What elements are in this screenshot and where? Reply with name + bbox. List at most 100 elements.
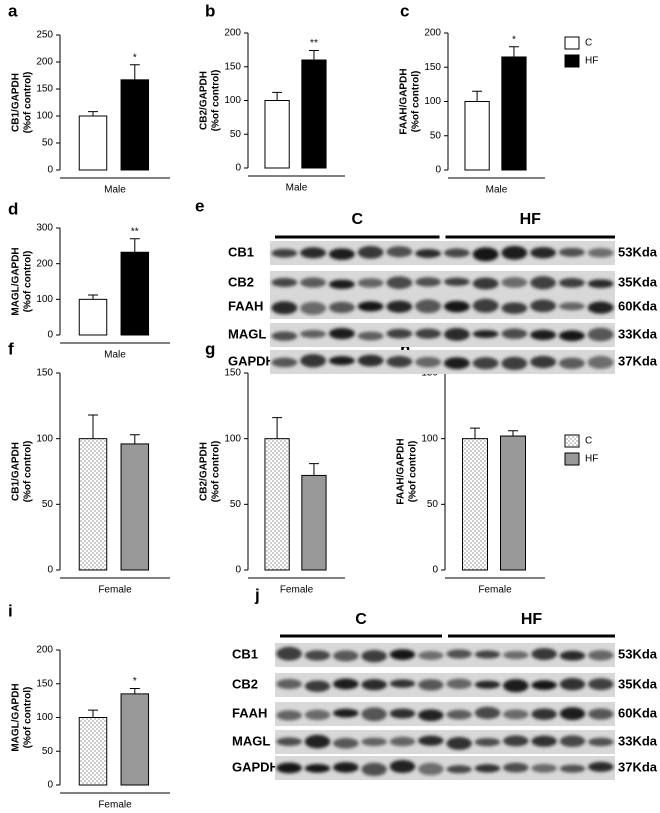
blot-band	[472, 247, 499, 262]
error-bar	[472, 90, 483, 102]
y-axis-label: (%of control)	[23, 72, 34, 134]
blot-strip	[270, 241, 615, 265]
x-tick-label: Female	[98, 585, 132, 596]
blot-band	[588, 650, 614, 661]
blot-band	[530, 329, 557, 341]
y-tick-label: 100	[36, 433, 53, 444]
protein-label: GAPDH	[232, 759, 279, 774]
blot-band	[304, 709, 331, 721]
panel-letter: g	[205, 339, 215, 358]
blot-band	[361, 707, 387, 722]
y-axis-label: FAAH/GAPDH	[399, 68, 410, 134]
blot-band	[443, 328, 470, 341]
y-tick-label: 100	[36, 294, 53, 305]
y-tick-label: 0	[235, 163, 241, 174]
blot-band	[588, 737, 614, 747]
blot-band	[558, 357, 585, 369]
blot-band	[472, 277, 499, 290]
y-axis-label: CB2/GAPDH	[199, 442, 210, 501]
blot-band	[559, 650, 586, 661]
blot-band	[530, 276, 557, 290]
protein-label: CB2	[228, 274, 254, 289]
y-axis-label: CB2/GAPDH	[199, 71, 210, 130]
y-axis-label: (%of control)	[211, 441, 222, 503]
blot-band	[415, 249, 442, 258]
blot-band	[361, 649, 387, 663]
blot-band	[503, 679, 529, 693]
y-tick-label: 0	[435, 165, 441, 176]
blot-band	[472, 329, 499, 338]
blot-band	[328, 301, 355, 314]
y-tick-label: 100	[224, 433, 241, 444]
size-label: 37Kda	[618, 759, 658, 774]
blot-band	[328, 279, 355, 289]
size-label: 53Kda	[618, 646, 658, 661]
x-tick-label: Female	[98, 800, 132, 811]
bar	[78, 115, 108, 171]
protein-label: CB1	[228, 244, 254, 259]
blot-band	[446, 649, 472, 659]
blot-band	[386, 356, 413, 368]
y-tick-label: 0	[47, 565, 53, 576]
significance: **	[310, 38, 318, 49]
blot-band	[276, 737, 302, 746]
y-tick-label: 200	[224, 28, 241, 39]
bar	[500, 435, 526, 571]
blot-band	[530, 355, 557, 369]
bar	[78, 717, 108, 786]
blot-band	[386, 246, 413, 258]
size-label: 60Kda	[618, 705, 658, 720]
blot-band	[276, 679, 302, 690]
blot-band	[501, 245, 528, 260]
x-tick-label: Female	[280, 585, 314, 596]
x-tick-label: Male	[286, 183, 308, 194]
blot-band	[271, 357, 298, 368]
panel-letter: c	[400, 1, 409, 20]
legend-label: HF	[585, 56, 598, 67]
x-tick-label: Female	[478, 585, 512, 596]
blot-band	[300, 301, 327, 315]
error-bar	[129, 434, 140, 444]
y-tick-label: 50	[430, 130, 442, 141]
panel-letter: b	[205, 1, 215, 20]
blot-band	[503, 735, 529, 747]
bar	[120, 251, 150, 336]
y-axis-label: (%of control)	[23, 251, 34, 313]
significance: *	[133, 52, 137, 63]
bar	[120, 693, 150, 786]
blot-band	[501, 302, 528, 314]
y-tick-label: 50	[427, 499, 439, 510]
blot-band	[415, 328, 442, 339]
y-tick-label: 0	[47, 165, 53, 176]
size-label: 53Kda	[618, 244, 658, 259]
legend-label: C	[585, 436, 592, 447]
blot-band	[389, 708, 416, 719]
blot-band	[558, 247, 585, 257]
blot-band	[446, 765, 472, 774]
y-tick-label: 0	[47, 330, 53, 341]
blot-band	[588, 708, 614, 720]
legend-label: HF	[585, 454, 598, 465]
y-tick-label: 0	[47, 780, 53, 791]
blot-band	[503, 762, 529, 773]
legend-swatch	[564, 452, 580, 466]
error-bar	[508, 430, 518, 437]
blot-band	[333, 708, 359, 718]
error-bar	[308, 50, 319, 60]
panel-letter: a	[8, 1, 18, 20]
y-tick-label: 150	[424, 62, 441, 73]
blot-band	[558, 278, 585, 288]
error-bar	[129, 687, 140, 694]
blot-band	[531, 680, 557, 690]
y-tick-label: 100	[421, 433, 438, 444]
bar	[264, 100, 290, 169]
blot-band	[357, 278, 384, 288]
y-tick-label: 200	[424, 28, 441, 39]
bar	[464, 101, 490, 171]
panel-letter: d	[8, 199, 18, 218]
blot-band	[503, 709, 529, 720]
y-axis-label: (%of control)	[23, 687, 34, 749]
blot-band	[386, 276, 413, 289]
x-tick-label: Male	[104, 185, 126, 196]
